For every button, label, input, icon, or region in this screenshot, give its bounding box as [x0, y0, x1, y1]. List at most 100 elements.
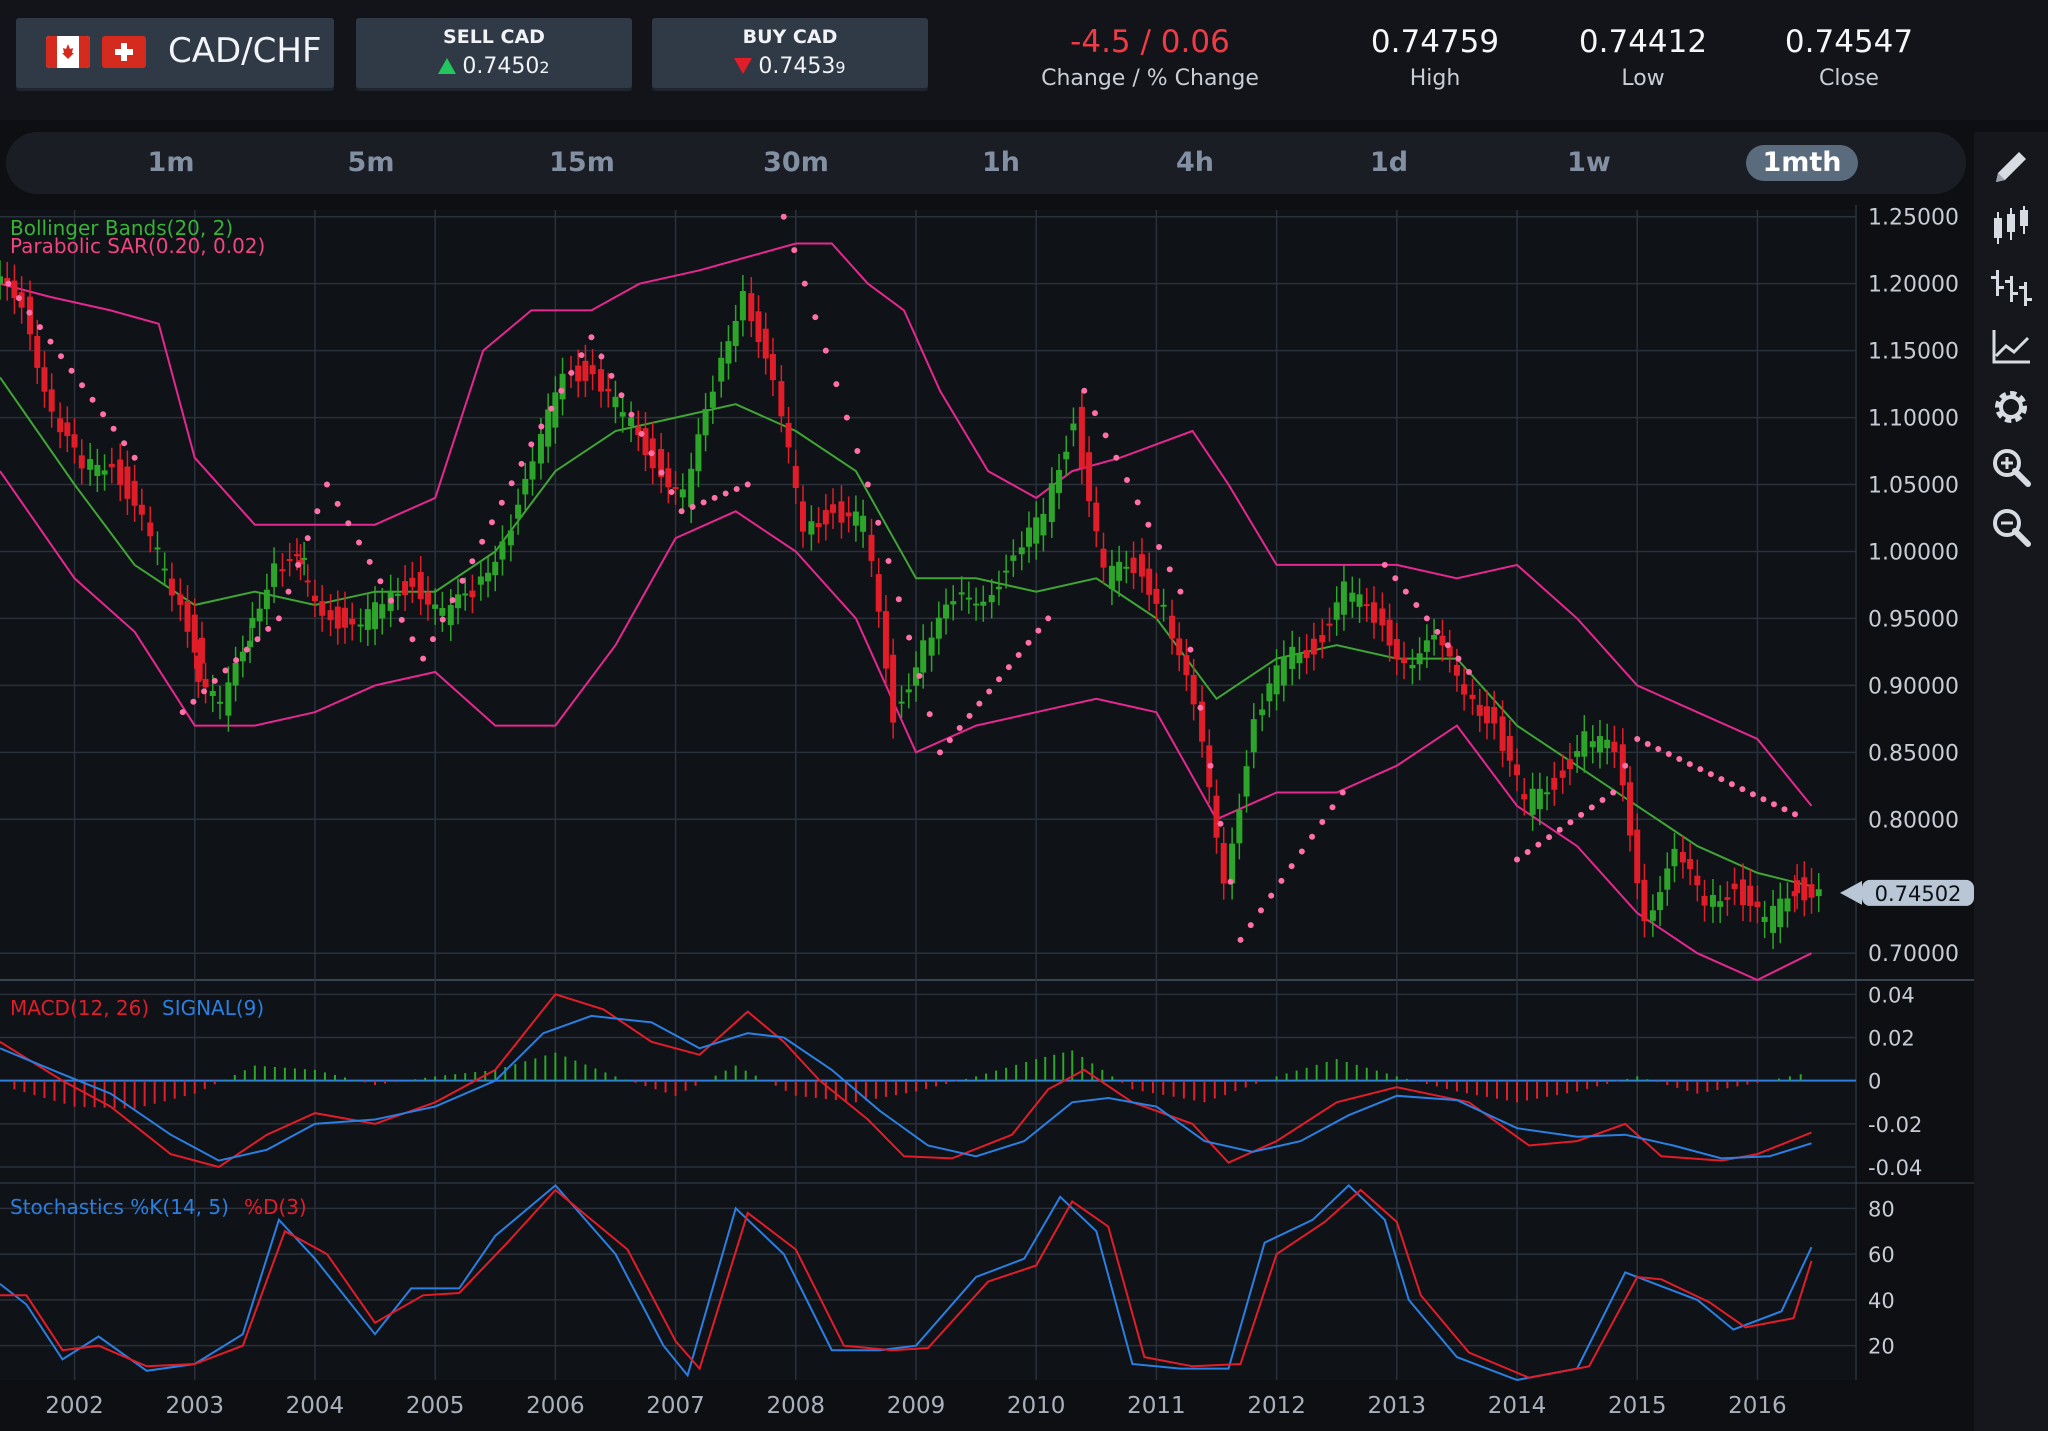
- x-tick-label: 2008: [766, 1393, 825, 1419]
- tab-4h[interactable]: 4h: [1175, 147, 1214, 178]
- sar-dot: [1686, 761, 1693, 768]
- sar-dot: [1578, 811, 1585, 818]
- candle-body: [462, 593, 469, 596]
- tab-30m[interactable]: 30m: [763, 147, 829, 178]
- sar-dot: [439, 616, 446, 623]
- pencil-icon[interactable]: [1984, 140, 2038, 194]
- candle-body: [209, 690, 216, 697]
- candle-body: [1416, 653, 1423, 665]
- candle-body: [1033, 517, 1040, 544]
- sar-dot: [1102, 432, 1109, 439]
- candle-body: [1701, 895, 1708, 906]
- zoom-out-icon[interactable]: [1984, 500, 2038, 554]
- sar-dot: [1257, 907, 1264, 914]
- sar-dot: [598, 353, 605, 360]
- sar-dot: [1217, 820, 1224, 827]
- candle-body: [950, 601, 957, 605]
- x-tick-label: 2003: [165, 1393, 224, 1419]
- candle-body: [1273, 665, 1280, 695]
- candle-body: [679, 489, 686, 498]
- candle-body: [1078, 406, 1085, 469]
- stochastic-k-legend: Stochastics %K(14, 5): [10, 1195, 229, 1219]
- sar-dot: [528, 441, 535, 448]
- candle-body: [101, 470, 108, 475]
- candlestick-icon[interactable]: [1984, 200, 2038, 254]
- candle-body: [1063, 451, 1070, 460]
- candle-body: [198, 637, 205, 664]
- sar-dot: [956, 725, 963, 731]
- candle-body: [582, 360, 589, 381]
- sar-dot: [966, 712, 973, 719]
- candle-body: [1791, 891, 1798, 897]
- sar-dot: [801, 280, 808, 287]
- candle-body: [702, 409, 709, 436]
- sar-dot: [916, 672, 923, 679]
- tab-1m[interactable]: 1m: [147, 147, 195, 178]
- tab-1d[interactable]: 1d: [1369, 147, 1409, 178]
- candle-body: [1536, 788, 1543, 810]
- y-tick-label: 0.70000: [1868, 942, 1959, 967]
- high-value: 0.74759: [1370, 24, 1500, 60]
- candle-body: [409, 577, 416, 587]
- sar-dot: [791, 247, 798, 254]
- sar-dot: [1045, 615, 1052, 622]
- candle-body: [943, 604, 950, 619]
- candle-body: [988, 595, 995, 603]
- bar-chart-icon[interactable]: [1984, 260, 2038, 314]
- candle-body: [1657, 892, 1664, 911]
- candle-body: [808, 521, 815, 535]
- stochastic-d-line: [0, 1188, 1813, 1379]
- price-chart[interactable]: 2002 2003 2004 2005 2006 2007 2008 2009 2010 2011…: [0, 205, 1974, 1431]
- tab-1mth[interactable]: 1mth: [1746, 145, 1858, 181]
- candle-body: [559, 373, 566, 400]
- candle-body: [1153, 588, 1160, 604]
- candle-body: [184, 601, 191, 632]
- candle-body: [1296, 652, 1303, 664]
- candle-body: [78, 455, 85, 469]
- candle-body: [1040, 513, 1047, 536]
- gear-icon[interactable]: [1984, 380, 2038, 434]
- candle-body: [1250, 719, 1257, 753]
- sell-button[interactable]: SELL CAD 0.74502: [356, 18, 632, 88]
- buy-button[interactable]: BUY CAD 0.74539: [652, 18, 928, 88]
- candle-body: [995, 586, 1002, 590]
- sar-dot: [47, 338, 54, 345]
- sar-dot: [548, 405, 555, 412]
- candle-body: [1401, 657, 1408, 664]
- candle-body: [718, 357, 725, 382]
- sar-dot: [906, 634, 913, 641]
- candle-body: [769, 353, 776, 381]
- candle-body: [138, 504, 145, 515]
- candle-body: [1086, 452, 1093, 502]
- line-chart-icon[interactable]: [1984, 320, 2038, 374]
- y-tick-label: 1.05000: [1868, 474, 1959, 499]
- tab-1h[interactable]: 1h: [981, 147, 1020, 178]
- sar-dot: [689, 503, 696, 510]
- tab-5m[interactable]: 5m: [347, 147, 395, 178]
- close-label: Close: [1819, 66, 1879, 91]
- sar-dot: [1781, 806, 1788, 813]
- candle-body: [1754, 901, 1761, 908]
- candle-body: [87, 459, 94, 470]
- candle-body: [379, 604, 386, 619]
- bollinger-lower-line: [0, 470, 1812, 982]
- tab-1w[interactable]: 1w: [1567, 147, 1611, 178]
- current-price-label: 0.74502: [1875, 882, 1962, 906]
- candle-body: [147, 522, 154, 537]
- candle-body: [447, 605, 454, 626]
- sar-dot: [1309, 833, 1316, 840]
- candle-body: [1461, 684, 1468, 695]
- y-tick-label: 1.25000: [1868, 206, 1959, 231]
- tab-15m[interactable]: 15m: [549, 147, 615, 178]
- candle-body: [1379, 608, 1386, 626]
- sar-dot: [1423, 615, 1430, 622]
- candle-body: [695, 434, 702, 472]
- sar-dot: [780, 213, 787, 220]
- zoom-in-icon[interactable]: [1984, 440, 2038, 494]
- sar-dot: [58, 353, 65, 360]
- pair-selector[interactable]: CAD/CHF: [16, 18, 334, 88]
- sar-dot: [678, 508, 685, 515]
- candle-body: [18, 292, 25, 308]
- candle-body: [1243, 766, 1250, 797]
- candle-body: [778, 381, 785, 417]
